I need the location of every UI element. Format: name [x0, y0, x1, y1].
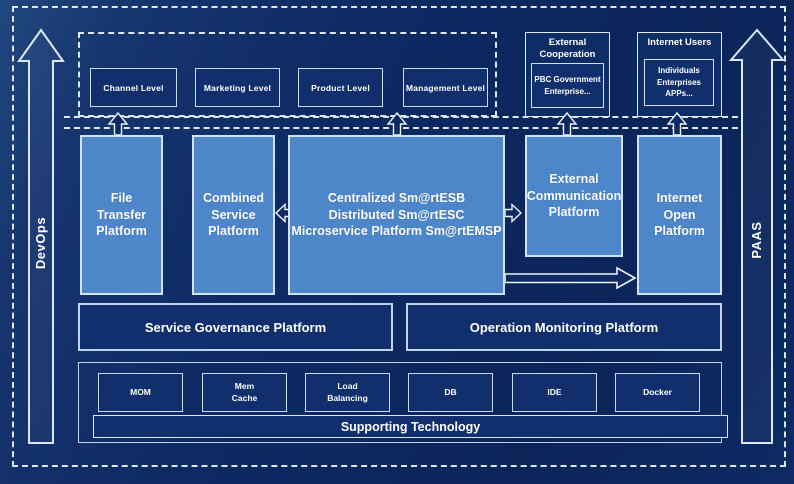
level-box-management: Management Level — [403, 68, 488, 107]
tech-box-db: DB — [408, 373, 493, 412]
supporting-technology-group — [78, 362, 722, 443]
external-cooperation-group: External Cooperation PBC Government Ente… — [525, 32, 610, 117]
level-box-marketing: Marketing Level — [195, 68, 280, 107]
devops-rail-label: DevOps — [33, 216, 48, 270]
tech-box-mom: MOM — [98, 373, 183, 412]
paas-rail-label: PAAS — [749, 221, 764, 259]
external-cooperation-title: External Cooperation — [539, 37, 596, 60]
internet-users-group: Internet Users Individuals Enterprises A… — [637, 32, 722, 117]
platform-file-transfer: File Transfer Platform — [80, 135, 163, 295]
level-box-product: Product Level — [298, 68, 383, 107]
supporting-technology-bar: Supporting Technology — [93, 415, 728, 438]
tech-box-load-balancing: Load Balancing — [305, 373, 390, 412]
external-cooperation-members: PBC Government Enterprise... — [531, 63, 604, 108]
platform-combined-service: Combined Service Platform — [192, 135, 275, 295]
tech-box-docker: Docker — [615, 373, 700, 412]
lower-separator-dashed-line — [64, 127, 738, 129]
platform-internet-open: Internet Open Platform — [637, 135, 722, 295]
tech-box-ide: IDE — [512, 373, 597, 412]
internet-users-members: Individuals Enterprises APPs... — [644, 59, 714, 106]
level-box-channel: Channel Level — [90, 68, 177, 107]
service-governance-platform-box: Service Governance Platform — [78, 303, 393, 351]
internet-users-title: Internet Users — [647, 37, 712, 48]
platform-external-communication: External Communication Platform — [525, 135, 623, 257]
platform-esb-esc-emsp: Centralized Sm@rtESB Distributed Sm@rtES… — [288, 135, 505, 295]
channel-levels-dashed-group — [78, 32, 497, 117]
operation-monitoring-platform-box: Operation Monitoring Platform — [406, 303, 722, 351]
tech-box-mem-cache: Mem Cache — [202, 373, 287, 412]
